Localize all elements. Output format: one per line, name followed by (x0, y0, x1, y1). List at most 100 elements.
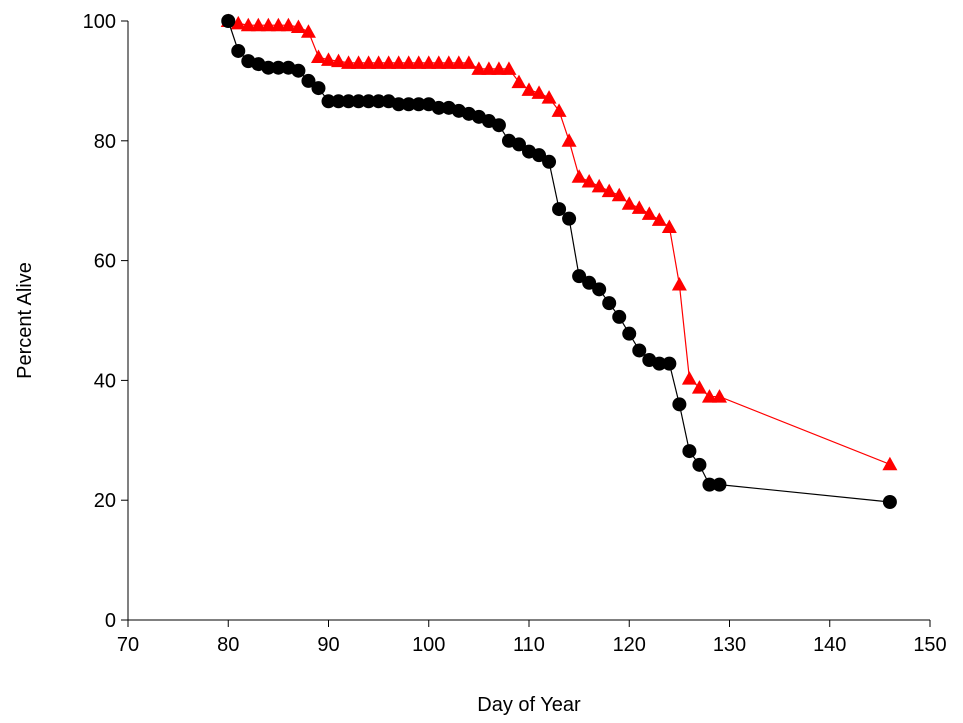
x-axis-title: Day of Year (477, 694, 581, 716)
data-point (261, 60, 276, 75)
data-point (341, 55, 357, 69)
data-point (300, 24, 316, 38)
data-point (381, 55, 397, 69)
y-tick-label: 60 (94, 251, 116, 273)
data-point (662, 356, 677, 371)
data-point (291, 63, 306, 78)
data-point (592, 282, 607, 297)
data-point (361, 55, 377, 69)
data-point (651, 212, 667, 226)
data-point (240, 17, 256, 32)
x-tick-label: 100 (412, 634, 445, 656)
data-point (612, 309, 627, 324)
axes: 70 80 90 100 110 120 130 140 150 0 20 40 60 80 100 (83, 11, 947, 656)
data-point (411, 55, 427, 69)
data-point (391, 55, 407, 69)
data-point (461, 55, 477, 69)
data-point (351, 94, 366, 109)
series-line (228, 20, 891, 465)
data-point (351, 55, 367, 69)
data-point (341, 94, 356, 109)
data-point (250, 17, 266, 32)
data-point (621, 196, 637, 210)
series-layer (220, 13, 898, 509)
data-point (451, 55, 467, 69)
data-point (331, 53, 347, 68)
data-point (401, 55, 417, 69)
data-point (321, 52, 336, 66)
data-point (331, 94, 346, 109)
data-point (682, 444, 697, 459)
data-point (321, 94, 336, 109)
series-line (227, 20, 890, 503)
data-point (661, 219, 677, 234)
x-tick-label: 90 (317, 634, 339, 656)
data-point (632, 343, 647, 358)
y-tick-label: 0 (105, 610, 116, 632)
x-tick-label: 120 (613, 634, 646, 656)
data-point (551, 103, 567, 117)
data-point (491, 118, 506, 133)
data-point (431, 55, 447, 69)
data-point (882, 456, 898, 471)
data-point (542, 154, 557, 169)
y-tick-label: 20 (94, 490, 116, 512)
y-axis-title: Percent Alive (14, 262, 36, 379)
x-tick-label: 130 (713, 634, 746, 656)
x-tick-label: 70 (117, 634, 139, 656)
data-point (441, 55, 457, 69)
data-point (541, 90, 557, 104)
data-point (532, 148, 547, 163)
data-point (401, 97, 416, 112)
data-point (501, 61, 517, 75)
data-point (571, 169, 587, 183)
data-point (511, 74, 527, 89)
data-point (582, 275, 597, 290)
data-point (712, 477, 727, 492)
data-point (631, 200, 647, 214)
data-point (301, 73, 316, 88)
data-point (671, 277, 687, 291)
data-point (371, 94, 386, 109)
data-point (491, 61, 507, 75)
data-point (641, 206, 657, 220)
x-tick-label: 140 (813, 634, 846, 656)
data-point (882, 494, 897, 509)
data-point (692, 457, 707, 472)
data-point (561, 133, 577, 147)
x-tick-label: 150 (913, 634, 946, 656)
x-tick-label: 80 (217, 634, 239, 656)
data-point (622, 326, 637, 341)
data-point (711, 389, 727, 403)
data-point (391, 97, 406, 112)
series-circle (221, 14, 897, 509)
data-point (531, 85, 547, 99)
data-point (361, 94, 376, 109)
data-point (421, 55, 437, 69)
data-point (260, 17, 276, 32)
data-point (221, 14, 236, 28)
data-point (311, 81, 326, 96)
data-point (270, 17, 286, 32)
data-point (290, 19, 306, 33)
data-point (230, 15, 246, 30)
y-tick-label: 80 (94, 131, 116, 153)
data-point (581, 174, 597, 188)
data-point (481, 61, 497, 75)
data-point (572, 269, 587, 284)
data-point (431, 100, 446, 115)
data-point (702, 477, 717, 492)
y-tick-label: 100 (83, 11, 116, 33)
data-point (562, 211, 577, 226)
data-point (591, 178, 607, 193)
data-point (280, 17, 296, 32)
data-point (681, 371, 697, 385)
data-point (602, 296, 617, 311)
x-tick-label: 110 (513, 634, 545, 656)
data-point (611, 187, 627, 202)
data-point (310, 49, 326, 63)
data-point (271, 60, 286, 75)
series-triangle (220, 13, 898, 471)
data-point (552, 202, 567, 217)
data-point (511, 137, 526, 152)
